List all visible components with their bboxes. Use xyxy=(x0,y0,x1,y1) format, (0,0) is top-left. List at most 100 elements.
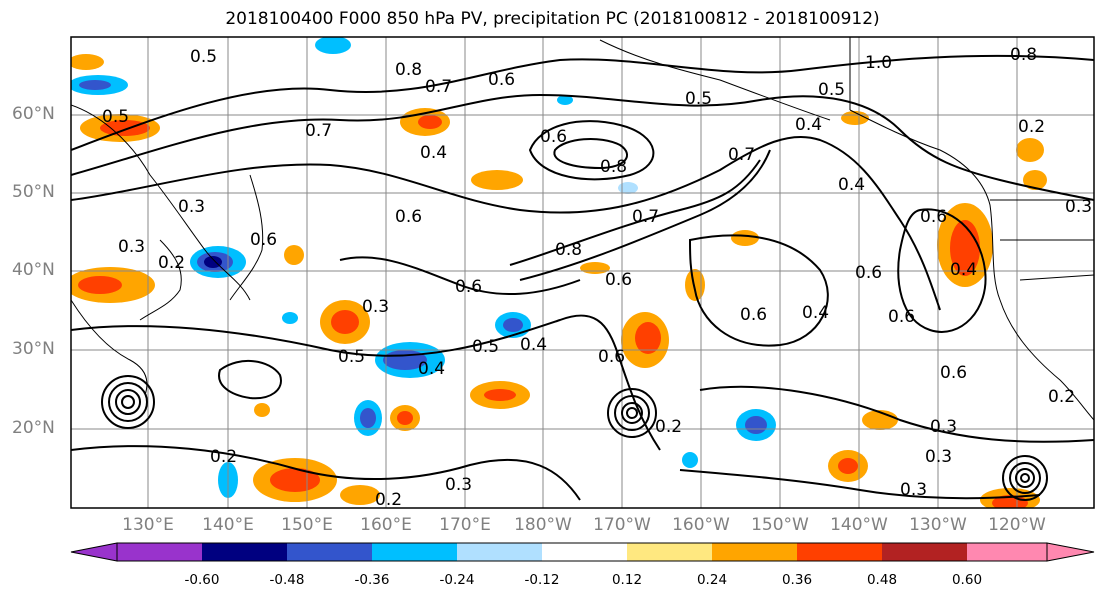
colorbar-swatch xyxy=(967,543,1047,561)
cyclone-central xyxy=(607,388,657,438)
contour-label: 0.3 xyxy=(1065,197,1092,217)
colorbar-tick-label: -0.12 xyxy=(524,572,560,588)
contour-label: 0.4 xyxy=(420,143,447,163)
lat-label: 30°N xyxy=(12,339,55,359)
contour-label: 0.5 xyxy=(818,80,845,100)
graticule xyxy=(71,37,1094,508)
lon-label: 140°E xyxy=(202,515,254,535)
contour-label: 0.6 xyxy=(920,207,947,227)
contour-label: 0.4 xyxy=(802,303,829,323)
contour-label: 0.2 xyxy=(655,417,682,437)
colorbar-swatch xyxy=(287,543,372,561)
lat-label: 20°N xyxy=(12,418,55,438)
colorbar-swatch xyxy=(372,543,457,561)
colorbar-extend-high xyxy=(1046,542,1095,562)
contour-label: 0.5 xyxy=(102,107,129,127)
lon-label: 180°W xyxy=(514,515,572,535)
contour-label: 0.3 xyxy=(930,417,957,437)
contour-label: 0.7 xyxy=(728,145,755,165)
contour-label: 0.2 xyxy=(1018,117,1045,137)
contour-label: 0.3 xyxy=(445,475,472,495)
contour-label: 0.6 xyxy=(888,307,915,327)
map-frame xyxy=(70,36,1095,509)
contour-label: 0.4 xyxy=(795,115,822,135)
lon-label: 120°W xyxy=(988,515,1046,535)
map-content: 0.5 0.8 0.7 0.6 0.5 1.0 0.8 0.5 0.5 0.7 … xyxy=(71,37,1094,510)
colorbar-extend-low xyxy=(70,542,118,562)
map-title: 2018100400 F000 850 hPa PV, precipitatio… xyxy=(225,9,880,29)
lon-label: 170°W xyxy=(593,515,651,535)
contour-label: 0.6 xyxy=(250,230,277,250)
colorbar-frame xyxy=(116,542,1048,562)
lon-label: 160°W xyxy=(672,515,730,535)
contour-label: 0.6 xyxy=(855,263,882,283)
contour-label: 0.3 xyxy=(362,297,389,317)
colorbar-tick-label: 0.36 xyxy=(781,572,813,588)
lon-label: 170°E xyxy=(439,515,491,535)
contour-label: 0.4 xyxy=(520,335,547,355)
colorbar-tick-label: -0.36 xyxy=(354,572,390,588)
contour-label: 0.5 xyxy=(338,347,365,367)
contour-label: 0.8 xyxy=(1010,45,1037,65)
contour-label: 1.0 xyxy=(865,53,892,73)
contour-label: 0.4 xyxy=(950,260,977,280)
colorbar-tick-label: 0.12 xyxy=(611,572,643,588)
contour-label: 0.6 xyxy=(455,277,482,297)
contour-label: 0.7 xyxy=(425,77,452,97)
colorbar-swatch xyxy=(797,543,882,561)
lon-label: 140°W xyxy=(830,515,888,535)
cyclone-west xyxy=(101,375,155,429)
lat-label: 60°N xyxy=(12,104,55,124)
contour-label: 0.2 xyxy=(210,447,237,467)
contour-label: 0.2 xyxy=(1048,387,1075,407)
contour-label: 0.5 xyxy=(190,47,217,67)
lon-label: 130°E xyxy=(122,515,174,535)
contour-labels: 0.5 0.8 0.7 0.6 0.5 1.0 0.8 0.5 0.5 0.7 … xyxy=(102,45,1092,510)
lon-label: 130°W xyxy=(909,515,967,535)
colorbar-swatch xyxy=(457,543,542,561)
colorbar-swatch xyxy=(627,543,712,561)
lon-label: 150°W xyxy=(751,515,809,535)
cyclone-east xyxy=(1002,455,1048,501)
contour-label: 0.6 xyxy=(395,207,422,227)
contour-label: 0.8 xyxy=(395,60,422,80)
contour-label: 0.3 xyxy=(900,480,927,500)
contour-label: 0.5 xyxy=(472,337,499,357)
lon-label: 160°E xyxy=(360,515,412,535)
contour-label: 0.7 xyxy=(305,121,332,141)
colorbar-tick-label: -0.24 xyxy=(439,572,475,588)
colorbar-swatch xyxy=(882,543,967,561)
contour-label: 0.7 xyxy=(632,207,659,227)
colorbar-tick-label: 0.60 xyxy=(951,572,983,588)
colorbar-tick-label: -0.60 xyxy=(184,572,220,588)
contour-label: 0.3 xyxy=(178,197,205,217)
contour-label: 0.2 xyxy=(158,253,185,273)
contour-label: 0.6 xyxy=(598,347,625,367)
contour-label: 0.8 xyxy=(555,240,582,260)
pv-contours xyxy=(71,54,1094,501)
contour-label: 0.6 xyxy=(740,305,767,325)
contour-label: 0.6 xyxy=(605,270,632,290)
contour-label: 0.8 xyxy=(600,157,627,177)
contour-label: 0.3 xyxy=(925,447,952,467)
colorbar-tick-label: 0.24 xyxy=(696,572,728,588)
contour-label: 0.6 xyxy=(940,363,967,383)
lat-label: 50°N xyxy=(12,182,55,202)
contour-label: 0.6 xyxy=(540,127,567,147)
contour-label: 0.6 xyxy=(488,70,515,90)
precipitation-shading xyxy=(71,37,1047,508)
colorbar-swatch xyxy=(117,543,202,561)
colorbar-swatch xyxy=(712,543,797,561)
colorbar-tick-label: 0.48 xyxy=(866,572,898,588)
contour-label: 0.4 xyxy=(838,175,865,195)
colorbar-swatch xyxy=(202,543,287,561)
contour-label: 0.2 xyxy=(375,490,402,510)
lon-label: 150°E xyxy=(281,515,333,535)
colorbar xyxy=(70,542,1095,562)
contour-label: 0.4 xyxy=(418,359,445,379)
colorbar-tick-label: -0.48 xyxy=(269,572,305,588)
contour-label: 0.5 xyxy=(685,89,712,109)
colorbar-swatch xyxy=(542,543,627,561)
coastlines xyxy=(71,37,1094,421)
